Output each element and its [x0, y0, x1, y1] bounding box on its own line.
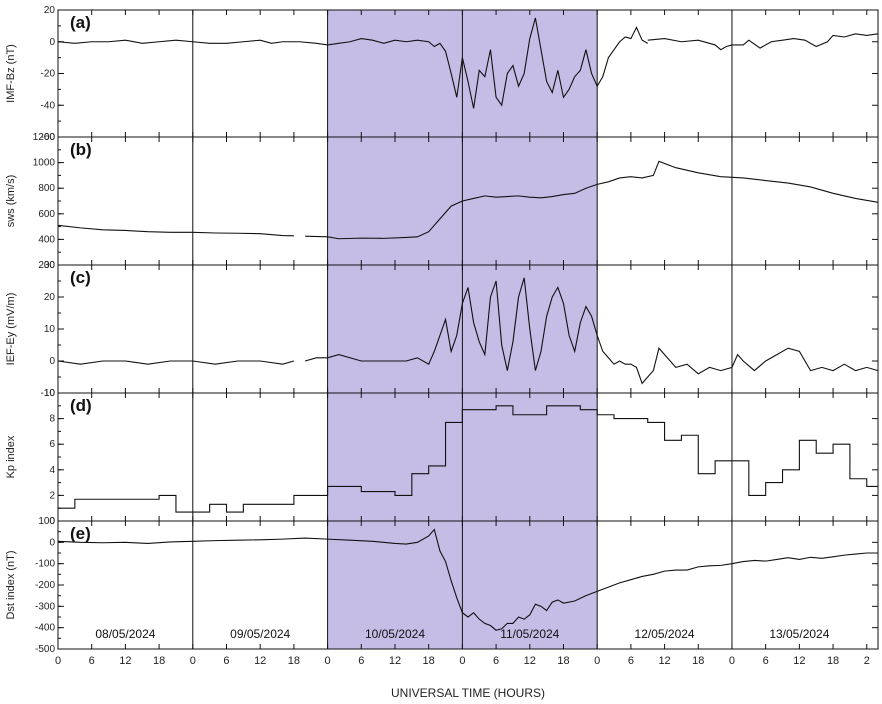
panel-e-ytick-label: 100: [38, 516, 55, 527]
panel-b-ylabel: sws (km/s): [5, 175, 17, 228]
x-tick-label-14: 12: [524, 655, 536, 667]
x-tick-label-0: 0: [55, 655, 61, 667]
panel-d-ytick-label: 6: [49, 439, 55, 450]
x-tick-label-9: 6: [358, 655, 364, 667]
date-label-3: 11/05/2024: [500, 627, 559, 641]
panel-e-ytick-label: -500: [35, 644, 55, 655]
x-axis-title: UNIVERSAL TIME (HOURS): [391, 686, 545, 700]
panel-c-ylabel: IEF-Ey (mV/m): [5, 293, 17, 366]
panel-b-ytick-label: 800: [38, 183, 55, 194]
panel-a-tag: (a): [70, 13, 91, 32]
panel-e-ytick-label: -100: [35, 559, 55, 570]
panel-e-series-line-0: [57, 528, 878, 631]
panel-d-tag: (d): [70, 396, 92, 415]
panel-c-ytick-label: 20: [44, 292, 56, 303]
x-tick-label-18: 12: [658, 655, 670, 667]
panel-e-ytick-label: -200: [35, 580, 55, 591]
panel-a-ytick-label: 20: [44, 5, 56, 16]
panel-e-ylabel: Dst index (nT): [5, 550, 17, 619]
panel-c-ytick-label: 30: [44, 260, 56, 271]
x-tick-label-8: 0: [325, 655, 331, 667]
panel-c-ytick-label: 10: [44, 324, 56, 335]
x-tick-label-15: 18: [557, 655, 569, 667]
panel-d-ytick-label: 8: [49, 414, 55, 425]
x-tick-label-5: 6: [223, 655, 229, 667]
x-tick-label-3: 18: [153, 655, 165, 667]
x-tick-label-4: 0: [190, 655, 196, 667]
panel-b-ytick-label: 1000: [33, 158, 56, 169]
panel-e-ytick-label: -400: [35, 623, 55, 634]
x-tick-label-7: 18: [288, 655, 300, 667]
panel-e-ytick-label: -300: [35, 601, 55, 612]
panel-b-series-line-0: [57, 224, 294, 237]
panel-c-series-line-0: [57, 360, 295, 365]
panel-d-ylabel: Kp index: [5, 435, 17, 478]
x-tick-label-10: 12: [389, 655, 401, 667]
panel-d-ytick-label: 10: [44, 388, 56, 399]
x-tick-label-23: 18: [827, 655, 839, 667]
date-label-4: 12/05/2024: [635, 627, 695, 641]
panel-a-ytick-label: -40: [41, 100, 56, 111]
x-tick-label-24: 2: [864, 655, 870, 667]
x-tick-label-22: 12: [793, 655, 805, 667]
x-tick-label-20: 0: [729, 655, 735, 667]
panel-a-ytick-label: -20: [41, 69, 56, 80]
panel-d-ytick-label: 4: [49, 465, 55, 476]
panel-a-ytick-label: 0: [49, 37, 55, 48]
axis-labels: 200-20-40-60(a)IMF-Bz (nT)12001000800600…: [5, 5, 870, 667]
panel-a-ylabel: IMF-Bz (nT): [5, 44, 17, 103]
panel-d-ytick-label: 0: [49, 516, 55, 527]
x-tick-label-2: 12: [119, 655, 131, 667]
panel-c-tag: (c): [70, 268, 91, 287]
x-tick-label-19: 18: [692, 655, 704, 667]
panel-a-series-line-1: [647, 33, 879, 51]
x-tick-label-6: 12: [254, 655, 266, 667]
panel-d-ytick-label: 2: [49, 490, 55, 501]
axis-ticks: [57, 9, 878, 650]
panel-a-ytick-label: -60: [41, 132, 56, 143]
panel-b-tag: (b): [70, 140, 92, 159]
panel-b-ytick-label: 200: [38, 260, 55, 271]
panel-e-tag: (e): [70, 524, 91, 543]
x-tick-label-17: 6: [628, 655, 634, 667]
panel-b-ytick-label: 600: [38, 209, 55, 220]
panel-c-ytick-label: 0: [49, 356, 55, 367]
panel-a-series-line-0: [57, 17, 648, 109]
date-label-1: 09/05/2024: [230, 627, 290, 641]
panel-b-series-line-1: [305, 160, 879, 240]
panel-d-series-line-0: [58, 405, 878, 513]
panel-b-ytick-label: 1200: [33, 132, 56, 143]
data-series: [57, 17, 879, 631]
x-tick-label-11: 18: [423, 655, 435, 667]
panel-c-ytick-label: -10: [41, 388, 56, 399]
x-tick-label-21: 6: [763, 655, 769, 667]
x-tick-label-12: 0: [459, 655, 465, 667]
panel-e-ytick-label: 0: [49, 537, 55, 548]
panel-c-series-line-1: [304, 277, 879, 385]
date-label-5: 13/05/2024: [769, 627, 829, 641]
date-label-0: 08/05/2024: [95, 627, 155, 641]
x-tick-label-16: 0: [594, 655, 600, 667]
day-separator-lines: [192, 10, 733, 649]
x-tick-label-13: 6: [493, 655, 499, 667]
panel-b-ytick-label: 400: [38, 234, 55, 245]
x-tick-label-1: 6: [89, 655, 95, 667]
date-label-2: 10/05/2024: [365, 627, 425, 641]
